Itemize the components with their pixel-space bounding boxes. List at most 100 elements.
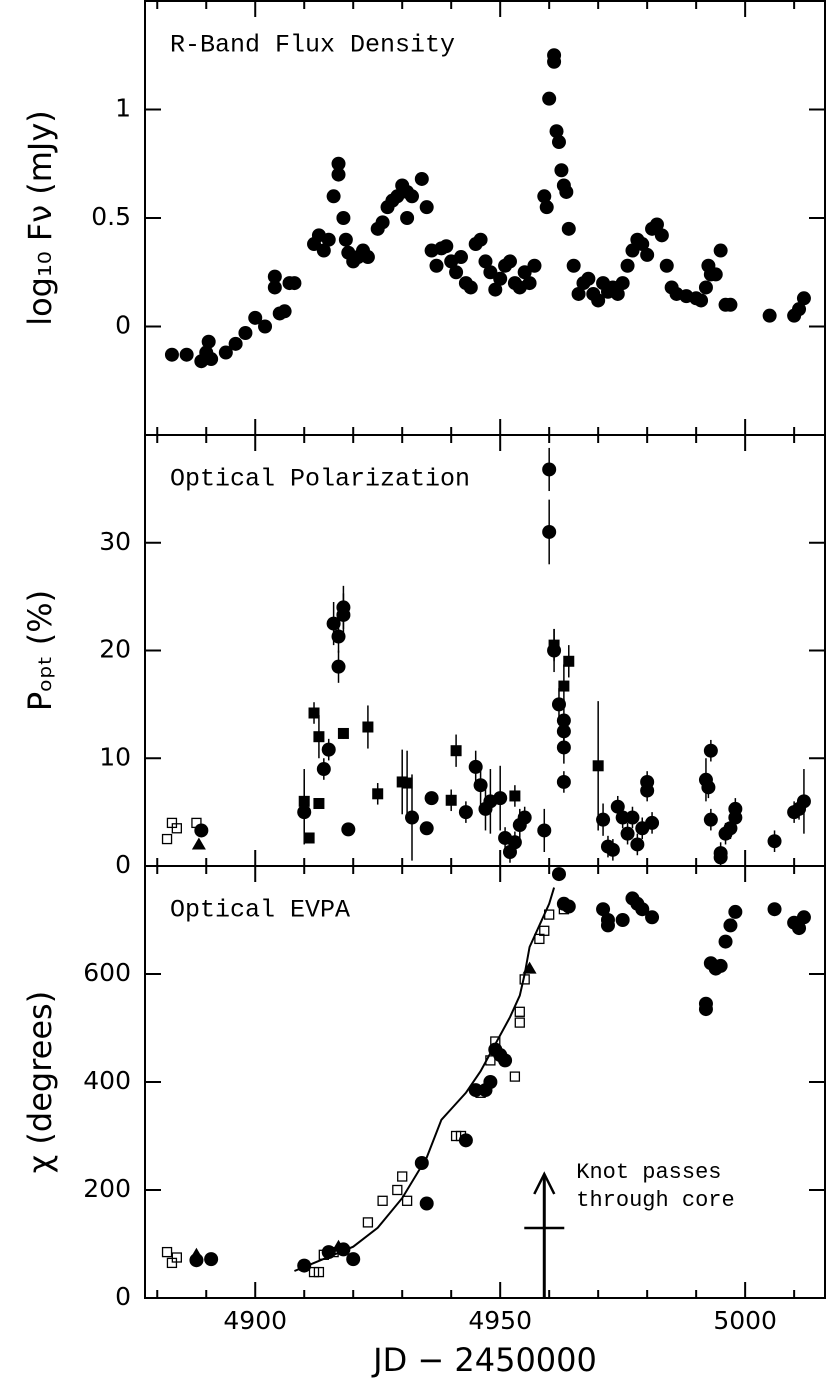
point [792,302,807,317]
point [542,91,557,106]
point [558,904,570,915]
point [468,759,483,774]
point [372,788,384,800]
point [640,247,655,262]
point [362,721,374,733]
point [551,697,566,712]
panel-title: R-Band Flux Density [170,31,455,60]
y-tick-label: 200 [83,1174,131,1203]
point [509,790,521,802]
point [556,774,571,789]
point [321,232,336,247]
point [698,280,713,295]
point [453,250,468,265]
point [475,1087,486,1098]
point [694,293,709,308]
point [277,304,292,319]
point [502,254,517,269]
point [596,902,611,917]
point [458,805,473,820]
point [161,1246,173,1258]
x-axis-label: JD − 2450000 [371,1341,597,1379]
point [331,1239,346,1252]
point [522,276,537,291]
point [547,54,562,69]
point [767,834,782,849]
point [517,810,532,825]
point [360,250,375,265]
point [610,286,625,301]
y-tick-label: 1 [115,94,131,123]
point [258,319,273,334]
point [189,1247,204,1260]
annotation-text: through core [576,1188,734,1213]
point [392,1184,403,1196]
point [313,798,325,810]
panel-title: Optical Polarization [170,465,470,494]
point [767,902,782,917]
y-tick-label: 0.5 [91,202,131,231]
point [728,801,743,816]
point [337,727,349,739]
point [654,228,669,243]
point [228,336,243,351]
point [703,743,718,758]
point [201,334,216,349]
point [326,616,341,631]
point [796,794,811,809]
point [336,211,351,225]
point [713,850,728,865]
y-tick-label: 20 [99,635,131,664]
point [362,1217,374,1228]
point [713,958,728,973]
y-tick-label: 0 [115,311,131,340]
point [556,740,571,755]
y-tick-label: 600 [83,958,131,987]
point [509,1071,521,1082]
point [179,347,194,362]
point [397,1171,408,1182]
point [551,867,566,882]
point [419,1196,434,1211]
point [401,777,413,789]
point [449,265,464,280]
point [542,462,557,477]
point [600,918,615,933]
point [592,760,604,772]
y-tick-label: 10 [99,742,131,771]
point [463,280,478,295]
point [439,239,454,254]
point [493,791,508,806]
point [507,835,522,850]
point [346,1252,361,1267]
point [728,904,743,919]
point [620,258,635,273]
point [796,291,811,306]
model-curve [294,887,556,1272]
point [267,280,282,295]
y-axis-label: log₁₀ Fν (mJy) [21,110,59,326]
point [493,271,508,286]
point [713,243,728,258]
point [341,822,356,837]
annotation-text: Knot passes [576,1160,721,1185]
point [591,293,606,308]
point [723,918,738,933]
point [527,258,542,273]
point [558,680,570,692]
point [635,237,650,252]
point [615,276,630,291]
point [316,762,331,777]
point [539,200,554,215]
point [308,707,320,719]
point [698,1002,713,1017]
point [164,347,179,362]
point [473,232,488,247]
panel-frame [144,0,826,436]
point [563,655,575,667]
point [723,297,738,312]
panel-title: Optical EVPA [170,896,350,925]
point [338,232,353,247]
point [630,837,645,852]
point [559,184,574,199]
